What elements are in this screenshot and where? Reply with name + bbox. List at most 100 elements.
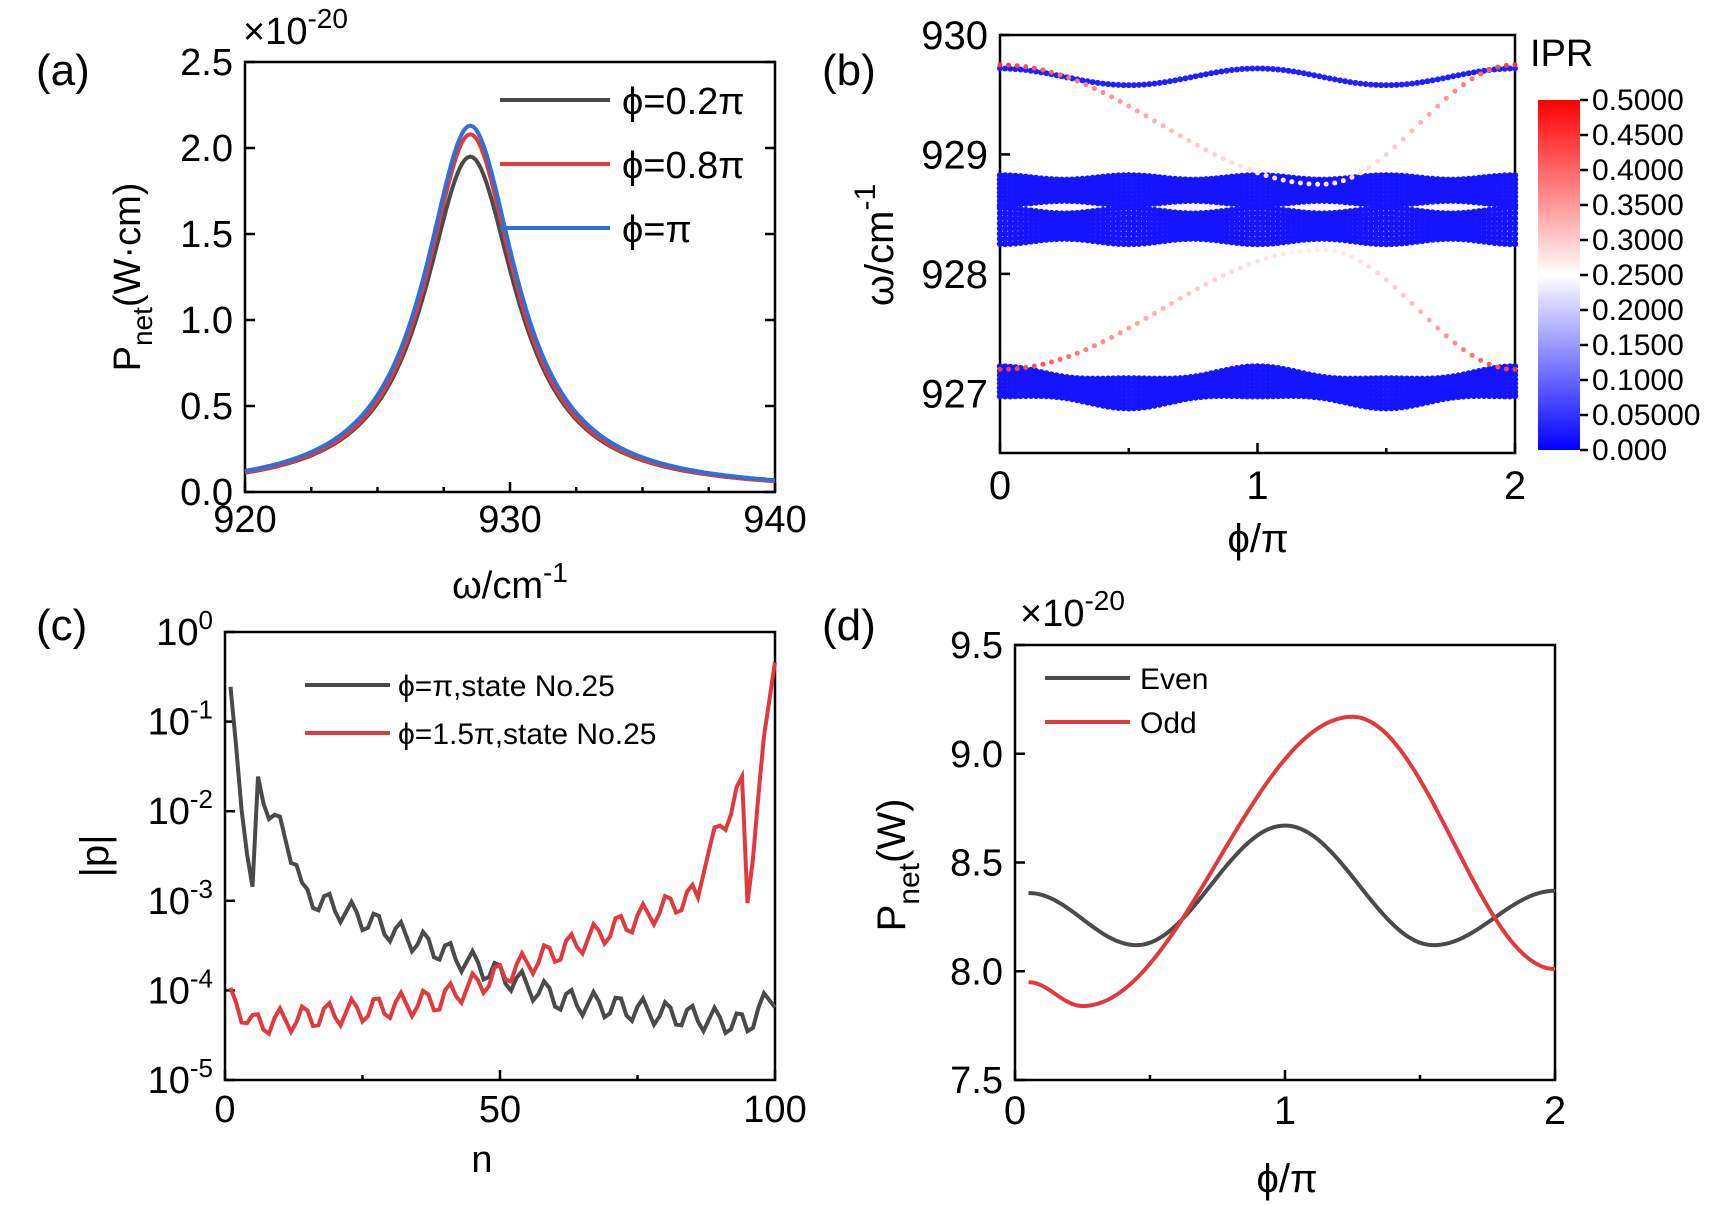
band-point — [1115, 205, 1122, 212]
band-point — [1017, 220, 1024, 227]
band-point — [1465, 70, 1472, 77]
edge-state-point — [1289, 179, 1295, 185]
edge-state-point — [1486, 67, 1492, 73]
band-point — [1089, 79, 1096, 86]
band-point — [1264, 215, 1272, 222]
band-point — [1403, 210, 1411, 218]
band-point — [1228, 229, 1235, 237]
y-tick-label: 10-3 — [148, 874, 213, 923]
legend-label: ϕ=π — [622, 209, 692, 251]
band-point — [1486, 225, 1493, 232]
band-point — [1274, 215, 1282, 223]
edge-state-point — [1049, 69, 1054, 75]
band-point — [1017, 206, 1024, 213]
band-point — [1274, 206, 1282, 213]
band-point — [1501, 225, 1508, 232]
band-point — [1115, 210, 1122, 217]
band-point — [1475, 208, 1483, 215]
band-point — [996, 210, 1004, 217]
band-point — [1022, 238, 1029, 246]
band-point — [1264, 65, 1271, 72]
band-point — [1213, 369, 1220, 376]
panel-d: (d) ×10-20 0 1 2 7.5 8.0 8.5 9.0 9.5 Even Odd ϕ/… — [822, 585, 1566, 1201]
band-point — [1259, 215, 1266, 222]
edge-state-point — [1366, 165, 1372, 171]
band-point — [1264, 205, 1272, 212]
band-point — [1470, 69, 1477, 76]
band-point — [1403, 81, 1410, 88]
band-point — [1362, 210, 1369, 218]
band-point — [1166, 175, 1174, 182]
band-point — [1094, 233, 1102, 241]
band-point — [1445, 74, 1452, 81]
y-tick-label: 2.0 — [180, 128, 233, 170]
edge-state-point — [1323, 181, 1329, 187]
band-point — [1501, 230, 1508, 237]
band-point — [1058, 210, 1066, 217]
band-point — [996, 172, 1004, 179]
band-point — [1099, 206, 1107, 214]
band-point — [1068, 176, 1076, 183]
band-point — [1393, 210, 1400, 217]
edge-state-point — [1512, 62, 1518, 68]
band-point — [1197, 72, 1204, 79]
band-point — [1486, 238, 1493, 246]
colorbar-title: IPR — [1530, 33, 1593, 75]
band-point — [1125, 230, 1132, 237]
band-point — [1130, 240, 1138, 248]
edge-state-point — [1435, 103, 1441, 109]
band-point — [1171, 375, 1179, 382]
band-point — [1141, 220, 1148, 227]
band-point — [1151, 220, 1158, 227]
edge-state-point — [1212, 277, 1218, 283]
band-point — [1285, 366, 1292, 374]
band-point — [1274, 364, 1282, 372]
band-point — [1496, 225, 1503, 232]
band-point — [1166, 375, 1174, 382]
edge-state-point — [1143, 315, 1149, 321]
edge-state-point — [1383, 151, 1389, 157]
band-point — [1238, 230, 1246, 237]
band-point — [1218, 68, 1225, 75]
edge-state-point — [1306, 247, 1312, 253]
band-point — [1367, 81, 1374, 88]
series-line — [244, 123, 776, 483]
band-point — [1290, 68, 1297, 75]
band-point — [1115, 235, 1122, 242]
band-point — [1480, 366, 1488, 374]
band-point — [1398, 235, 1405, 242]
band-point — [1439, 176, 1447, 183]
band-point — [1104, 215, 1112, 223]
band-point — [1398, 230, 1405, 237]
colorbar-tick-label: 0.000 — [1592, 434, 1667, 467]
band-point — [1120, 230, 1127, 237]
band-point — [1233, 206, 1241, 213]
y-tick-label: 100 — [156, 605, 213, 654]
band-point — [1032, 208, 1040, 215]
edge-state-point — [1014, 63, 1020, 69]
edge-state-point — [997, 366, 1003, 372]
band-point — [1357, 173, 1364, 181]
band-point — [1310, 176, 1318, 183]
band-point — [1007, 220, 1014, 227]
band-point — [1321, 374, 1328, 381]
band-point — [1336, 375, 1344, 382]
colorbar-tick-label: 0.1500 — [1592, 329, 1684, 362]
edge-state-point — [1443, 95, 1449, 101]
edge-state-point — [1237, 163, 1243, 169]
band-point — [1130, 220, 1138, 227]
x-tick-label: 2 — [1544, 1089, 1566, 1133]
band-point — [1352, 79, 1359, 86]
edge-state-point — [1194, 286, 1200, 292]
band-point — [1228, 220, 1235, 227]
band-point — [1388, 210, 1395, 217]
panel-label-d: (d) — [822, 601, 876, 650]
band-point — [1104, 206, 1112, 213]
band-point — [1383, 215, 1390, 222]
edge-state-point — [1023, 64, 1029, 70]
band-point — [1207, 175, 1215, 183]
band-point — [1254, 210, 1261, 217]
band-point — [1264, 235, 1272, 242]
band-point — [1244, 215, 1251, 222]
band-point — [1408, 173, 1416, 181]
